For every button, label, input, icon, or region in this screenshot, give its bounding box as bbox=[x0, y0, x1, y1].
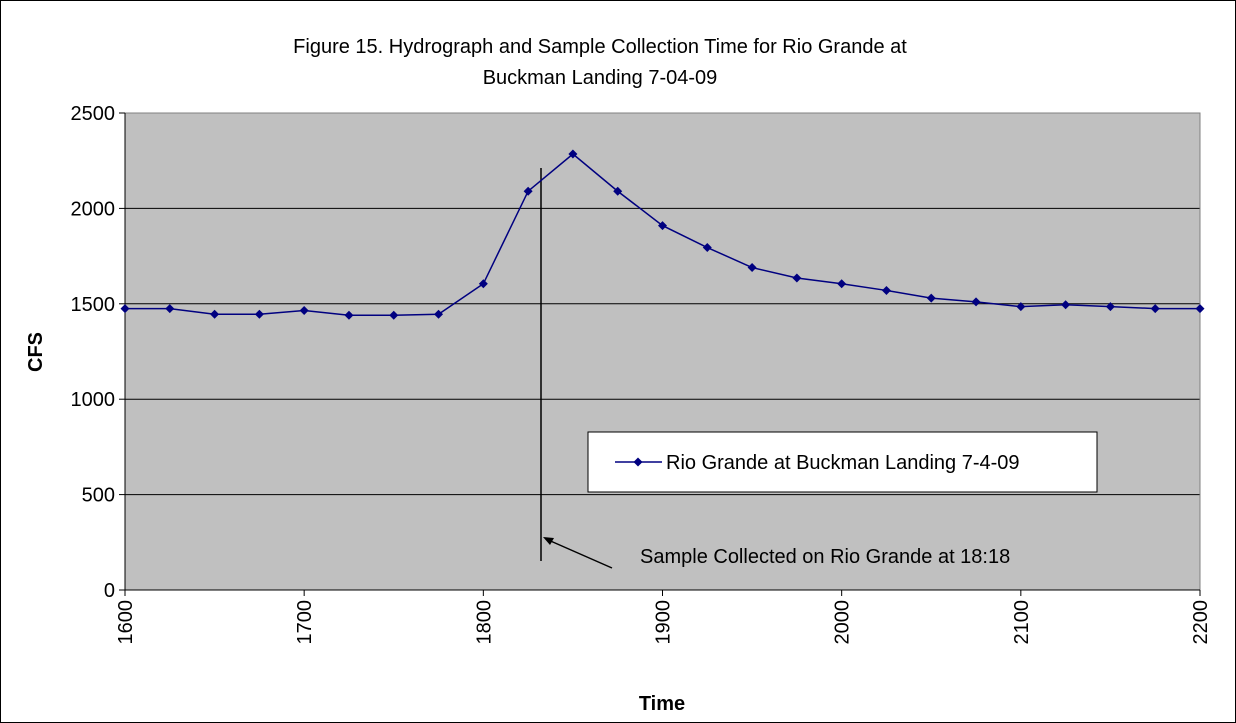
data-point bbox=[1016, 302, 1026, 312]
x-tick-label: 2000 bbox=[832, 600, 854, 645]
y-axis-label: CFS bbox=[25, 332, 47, 372]
plot-area bbox=[125, 113, 1200, 590]
data-point bbox=[971, 297, 981, 307]
x-tick-label: 1900 bbox=[653, 600, 675, 645]
y-tick-label: 2500 bbox=[71, 103, 116, 125]
data-point bbox=[792, 273, 802, 283]
data-point bbox=[747, 263, 757, 273]
annotation-arrow bbox=[545, 538, 613, 569]
x-tick-label: 1800 bbox=[473, 600, 495, 645]
chart-title: Buckman Landing 7-04-09 bbox=[483, 67, 718, 89]
y-tick-label: 1000 bbox=[71, 389, 116, 411]
x-tick-label: 1700 bbox=[294, 600, 316, 645]
data-point bbox=[881, 285, 891, 295]
data-point bbox=[1061, 300, 1071, 310]
arrow-head bbox=[543, 537, 554, 545]
data-point bbox=[344, 310, 354, 320]
data-point bbox=[254, 309, 264, 319]
legend-marker bbox=[633, 457, 643, 467]
data-point bbox=[926, 293, 936, 303]
data-point bbox=[210, 309, 220, 319]
y-tick-label: 1500 bbox=[71, 294, 116, 316]
x-tick-label: 2100 bbox=[1011, 600, 1033, 645]
data-point bbox=[613, 186, 623, 196]
data-point bbox=[299, 305, 309, 315]
data-point bbox=[658, 221, 667, 231]
data-point bbox=[434, 309, 444, 319]
legend-label: Rio Grande at Buckman Landing 7-4-09 bbox=[666, 452, 1020, 474]
y-tick-label: 2000 bbox=[71, 198, 116, 220]
data-point bbox=[568, 149, 578, 159]
annotation: Sample Collected on Rio Grande at 18:18 bbox=[640, 546, 1010, 568]
data-point bbox=[120, 304, 130, 314]
data-point bbox=[1105, 302, 1115, 312]
data-point bbox=[478, 279, 488, 289]
data-point bbox=[837, 279, 847, 289]
data-point bbox=[523, 186, 533, 196]
data-point bbox=[702, 243, 712, 253]
data-point bbox=[1195, 304, 1205, 314]
chart-title: Figure 15. Hydrograph and Sample Collect… bbox=[293, 36, 907, 58]
x-tick-label: 2200 bbox=[1190, 600, 1212, 645]
y-tick-label: 500 bbox=[82, 485, 115, 507]
x-tick-label: 1600 bbox=[115, 600, 137, 645]
legend bbox=[587, 431, 1098, 493]
x-axis-label: Time bbox=[639, 693, 685, 715]
y-tick-label: 0 bbox=[104, 580, 115, 602]
data-point bbox=[165, 304, 175, 314]
data-point bbox=[389, 310, 399, 320]
data-point bbox=[1150, 304, 1160, 314]
